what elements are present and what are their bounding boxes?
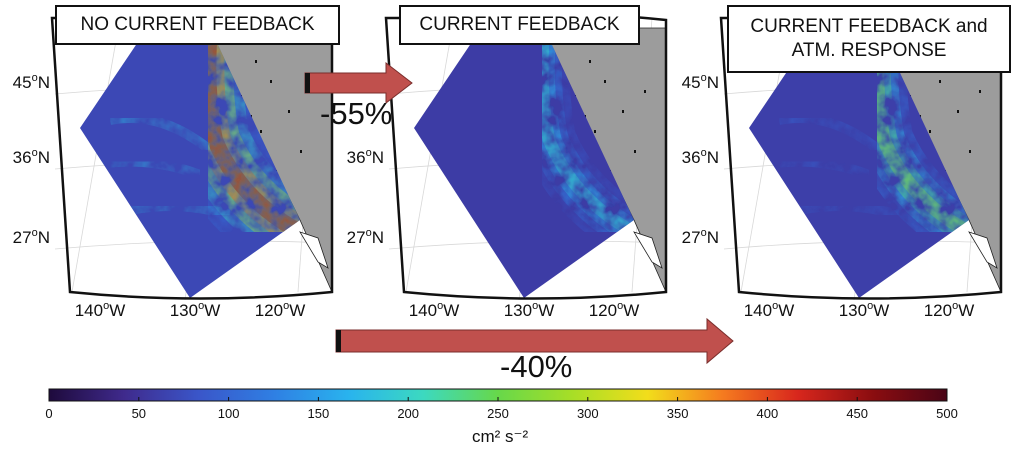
colorbar-tick-label: 200 bbox=[397, 406, 420, 421]
map-panel-3: 45oN 36oN 27oN 140oW 130oW 120oW bbox=[682, 12, 1003, 320]
colorbar-tick-label: 50 bbox=[131, 406, 147, 421]
panel-title-no-current-feedback: NO CURRENT FEEDBACK bbox=[55, 5, 340, 45]
lat-label-36: 36oN bbox=[682, 147, 719, 167]
eke-field bbox=[515, 28, 634, 260]
colorbar-tick-label: 500 bbox=[936, 406, 958, 421]
baja-peninsula bbox=[299, 231, 329, 269]
reduction-label-top: -55% bbox=[320, 96, 393, 131]
lon-label-140: 140oW bbox=[409, 300, 460, 320]
lon-label-130: 130oW bbox=[839, 300, 890, 320]
colorbar-tick-label: 100 bbox=[217, 406, 240, 421]
lon-label-130: 130oW bbox=[504, 300, 555, 320]
colorbar-tick-label: 350 bbox=[666, 406, 689, 421]
title-line-2: ATM. RESPONSE bbox=[791, 40, 947, 61]
arrow-top bbox=[304, 61, 413, 105]
panel-title-current-feedback-atm-response: CURRENT FEEDBACK and ATM. RESPONSE bbox=[727, 5, 1011, 73]
lon-label-120: 120oW bbox=[589, 300, 640, 320]
title-line-1: CURRENT FEEDBACK and bbox=[750, 16, 988, 37]
baja-peninsula bbox=[633, 231, 663, 269]
colorbar-tick-label: 300 bbox=[576, 406, 599, 421]
colorbar-tick-label: 400 bbox=[756, 406, 779, 421]
lon-label-140: 140oW bbox=[744, 300, 795, 320]
colorbar-tick-label: 0 bbox=[45, 406, 53, 421]
lon-label-120: 120oW bbox=[924, 300, 975, 320]
panel-title-current-feedback: CURRENT FEEDBACK bbox=[399, 5, 640, 45]
lat-label-27: 27oN bbox=[682, 227, 719, 247]
lat-label-36: 36oN bbox=[347, 147, 384, 167]
colorbar-tick-label: 150 bbox=[307, 406, 330, 421]
ocean-field bbox=[414, 28, 634, 298]
lat-label-45: 45oN bbox=[682, 72, 719, 92]
lon-label-130: 130oW bbox=[170, 300, 221, 320]
colorbar-tick-label: 250 bbox=[487, 406, 509, 421]
lon-label-120: 120oW bbox=[255, 300, 306, 320]
arrow-bottom bbox=[335, 317, 734, 365]
ocean-field bbox=[749, 28, 969, 298]
lat-label-45: 45oN bbox=[13, 72, 50, 92]
lon-label-140: 140oW bbox=[75, 300, 126, 320]
colorbar-unit-label: cm² s⁻² bbox=[472, 427, 529, 446]
reduction-label-bottom: -40% bbox=[500, 349, 573, 384]
lat-label-27: 27oN bbox=[13, 227, 50, 247]
map-panel-1: 45oN 36oN 27oN 140oW 130oW 120oW bbox=[13, 12, 334, 320]
lat-label-36: 36oN bbox=[13, 147, 50, 167]
lat-label-27: 27oN bbox=[347, 227, 384, 247]
baja-peninsula bbox=[968, 231, 998, 269]
eke-field bbox=[94, 28, 300, 280]
colorbar-tick-label: 450 bbox=[846, 406, 869, 421]
